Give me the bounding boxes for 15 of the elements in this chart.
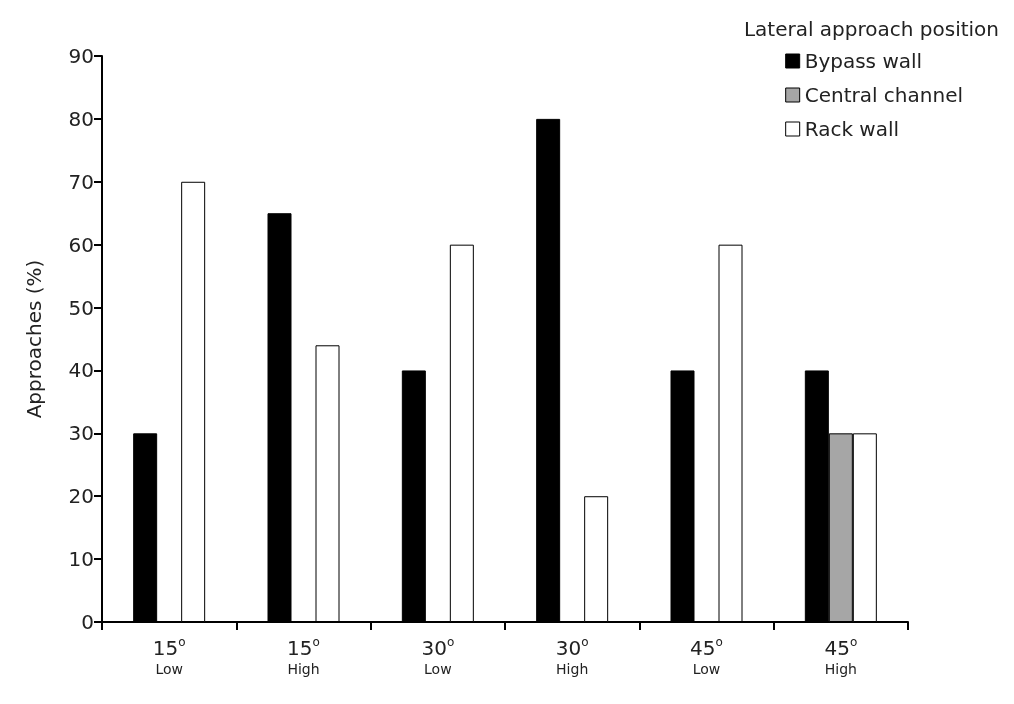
legend-title: Lateral approach position — [743, 17, 999, 41]
y-tick-label: 30 — [68, 421, 94, 446]
y-tick-label: 70 — [68, 169, 94, 194]
y-tick-label: 0 — [81, 610, 94, 634]
legend-label: Bypass wall — [804, 49, 923, 73]
y-tick-label: 80 — [68, 106, 94, 131]
y-tick-label: 60 — [68, 232, 94, 257]
y-axis-title: Approaches (%) — [22, 259, 46, 419]
y-tick-label: 40 — [68, 358, 94, 383]
legend-label: Central channel — [804, 83, 964, 107]
y-tick-label: 10 — [68, 547, 94, 572]
y-tick-label: 90 — [68, 44, 94, 68]
legend-label: Rack wall — [804, 117, 900, 141]
y-tick-label: 50 — [68, 295, 94, 320]
y-tick-label: 20 — [68, 484, 94, 509]
